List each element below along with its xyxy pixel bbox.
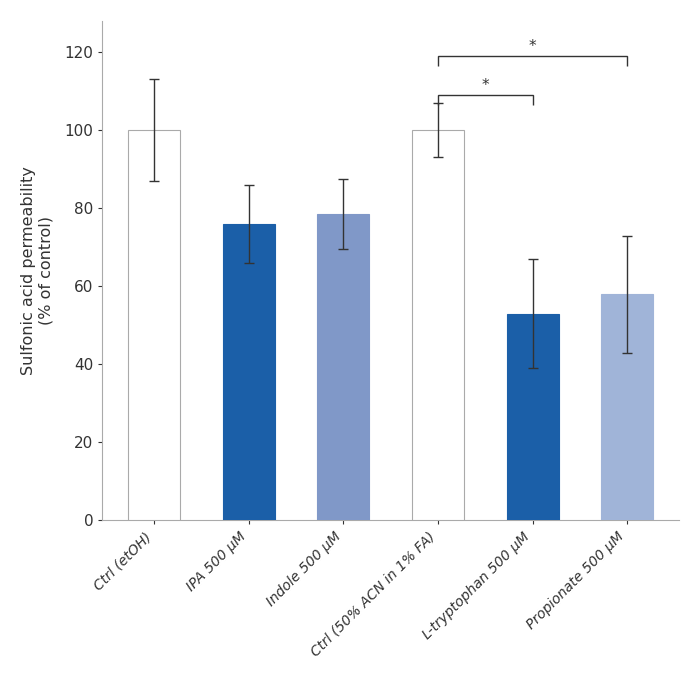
Y-axis label: Sulfonic acid permeability
(% of control): Sulfonic acid permeability (% of control… [21,166,53,375]
Bar [317,214,370,520]
Text: *: * [482,78,489,93]
Bar [128,130,181,520]
Text: *: * [528,39,536,54]
Bar [412,130,464,520]
Bar [223,224,275,520]
Bar [507,313,559,520]
Bar [601,294,653,520]
